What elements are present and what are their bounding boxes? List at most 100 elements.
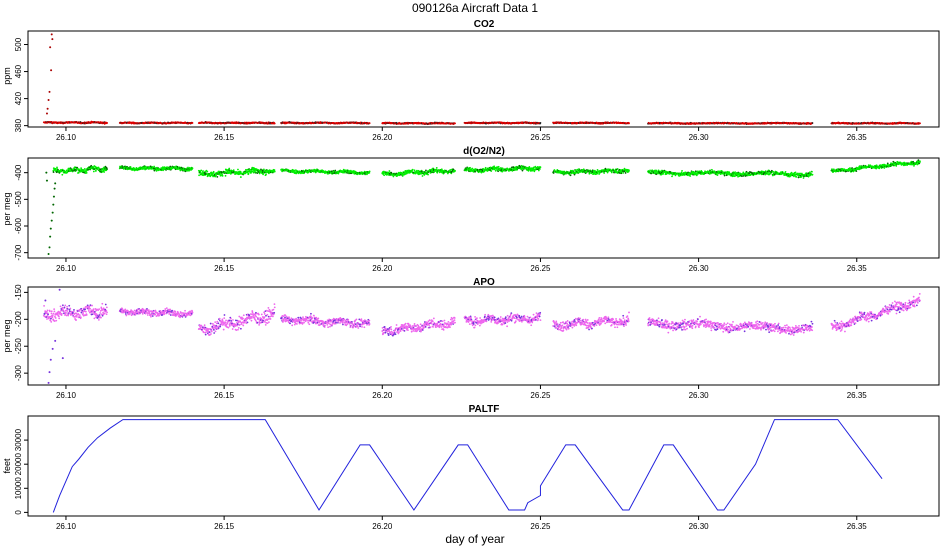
co2-spike-point — [50, 33, 53, 36]
do2n2-point — [416, 169, 418, 172]
do2n2-data-points — [45, 159, 921, 255]
co2-spike-point — [46, 107, 49, 110]
co2-spike-point — [50, 69, 53, 72]
do2n2-point — [539, 168, 541, 170]
do2n2-point — [202, 170, 204, 172]
do2n2-point — [56, 166, 58, 169]
do2n2-point — [216, 176, 219, 178]
co2-point — [191, 122, 194, 124]
do2n2-point — [537, 169, 540, 172]
do2n2-point — [610, 171, 613, 174]
co2-x-tick-label: 26.25 — [530, 133, 551, 142]
do2n2-point — [247, 172, 250, 175]
co2-y-tick-label: 500 — [14, 37, 23, 51]
figure-title: 090126a Aircraft Data 1 — [412, 1, 538, 15]
do2n2-point — [423, 174, 426, 176]
do2n2-point — [527, 170, 530, 172]
co2-point — [539, 122, 542, 124]
co2-point — [628, 122, 630, 125]
do2n2-point — [265, 173, 267, 176]
do2n2-point — [212, 170, 215, 173]
co2-point — [919, 122, 921, 125]
co2-y-tick-label: 460 — [14, 64, 23, 78]
do2n2-point — [569, 174, 572, 177]
do2n2-point — [224, 174, 227, 177]
co2-point — [454, 122, 456, 125]
co2-panel: CO2 ppm 26.10 26.15 26.20 26.25 26.30 26.35 38… — [2, 19, 940, 142]
co2-x-tick-label: 26.15 — [214, 133, 235, 142]
co2-y-tick-label: 380 — [14, 118, 23, 132]
co2-axes: 26.10 26.15 26.20 26.25 26.30 26.35 380 420 460 5… — [14, 37, 867, 142]
co2-point — [811, 122, 814, 124]
do2n2-point — [221, 175, 224, 177]
do2n2-point — [436, 171, 439, 174]
do2n2-point — [61, 173, 64, 176]
do2n2-point — [454, 169, 456, 172]
do2n2-point — [228, 167, 231, 170]
do2n2-point — [413, 169, 416, 172]
do2n2-point — [368, 171, 371, 174]
co2-x-tick-label: 26.20 — [372, 133, 393, 142]
do2n2-point — [427, 173, 429, 176]
do2n2-point — [54, 167, 57, 170]
co2-data-points — [42, 33, 921, 126]
do2n2-point — [198, 174, 200, 177]
co2-plot-frame — [27, 30, 940, 128]
x-axis-title: day of year — [445, 532, 504, 546]
co2-point — [273, 122, 276, 125]
do2n2-point — [421, 175, 424, 177]
do2n2-point — [191, 167, 194, 170]
do2n2-point — [200, 169, 203, 172]
do2n2-point — [628, 169, 630, 172]
co2-spike-point — [49, 46, 52, 49]
do2n2-point — [616, 168, 619, 170]
do2n2-point — [552, 172, 555, 174]
do2n2-point — [239, 170, 242, 173]
do2n2-point — [129, 166, 132, 168]
do2n2-point — [539, 166, 542, 169]
do2n2-point — [103, 171, 106, 173]
do2n2-point — [273, 169, 276, 171]
do2n2-point — [649, 169, 651, 172]
co2-x-tick-label: 26.35 — [847, 133, 868, 142]
do2n2-point — [92, 170, 95, 173]
do2n2-point — [106, 168, 108, 170]
do2n2-point — [155, 169, 158, 172]
co2-x-tick-label: 26.10 — [56, 133, 77, 142]
co2-spike-point — [48, 90, 51, 93]
do2n2-point — [411, 168, 414, 171]
co2-spike-point — [45, 112, 48, 115]
do2n2-point — [622, 172, 625, 174]
do2n2-point — [153, 165, 156, 168]
do2n2-point — [494, 169, 497, 172]
do2n2-point — [624, 172, 627, 174]
do2n2-point — [497, 170, 500, 173]
co2-y-axis-label: ppm — [2, 67, 12, 85]
do2n2-point — [334, 169, 337, 172]
do2n2-point — [521, 169, 524, 172]
do2n2-point — [603, 172, 606, 174]
do2n2-point — [95, 170, 97, 172]
do2n2-point — [392, 175, 395, 178]
do2n2-point — [650, 172, 653, 175]
co2-spike-point — [47, 98, 50, 101]
co2-panel-title: CO2 — [474, 19, 495, 30]
do2n2-point — [497, 165, 500, 168]
do2n2-point — [90, 164, 93, 167]
do2n2-point — [239, 176, 242, 178]
do2n2-point — [77, 171, 80, 174]
do2n2-panel-title: d(O2/N2) — [463, 146, 505, 157]
do2n2-point — [469, 166, 471, 169]
do2n2-panel: d(O2/N2) per meg 26.10 26.15 26.20 26.25 26.… — [2, 146, 940, 273]
do2n2-point — [449, 169, 452, 171]
do2n2-point — [425, 169, 427, 172]
co2-y-tick-label: 420 — [14, 91, 23, 105]
do2n2-point — [368, 170, 371, 173]
do2n2-point — [206, 170, 209, 173]
co2-point — [106, 122, 108, 124]
do2n2-point — [52, 171, 55, 173]
co2-x-tick-label: 26.30 — [689, 133, 710, 142]
co2-point — [368, 122, 371, 125]
do2n2-point — [383, 174, 386, 177]
